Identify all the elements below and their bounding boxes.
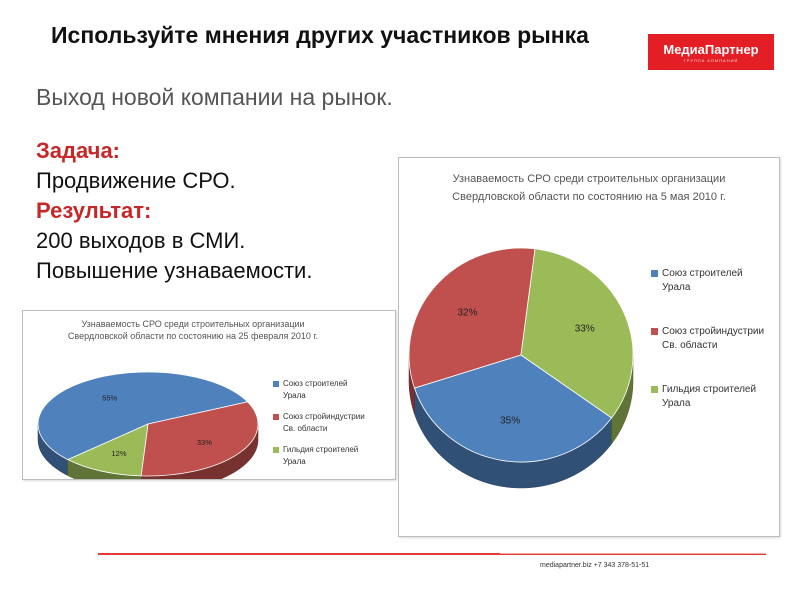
- pie-chart-february: Узнаваемость СРО среди строительных орга…: [37, 319, 365, 479]
- legend-swatch: [273, 414, 279, 420]
- pie-data-label: 35%: [500, 416, 520, 427]
- pie-chart-may: Узнаваемость СРО среди строительных орга…: [408, 173, 764, 489]
- result-line-2: Повышение узнаваемости.: [36, 258, 313, 283]
- legend-label: Союз стройиндустрии: [662, 326, 764, 337]
- chart-title-line-2: Свердловской области по состоянию на 5 м…: [452, 191, 726, 203]
- footer-divider-light: [500, 553, 766, 554]
- pie-data-label: 32%: [457, 308, 477, 319]
- legend-label: Урала: [283, 391, 306, 400]
- pie-slice: [37, 371, 249, 461]
- pie-data-label: 33%: [197, 438, 212, 447]
- page-subtitle: Выход новой компании на рынок.: [36, 84, 393, 110]
- chart-legend: Союз строителей Урала Союз стройиндустрии С…: [651, 268, 764, 409]
- legend-label: Св. области: [283, 424, 327, 433]
- result-line-1: 200 выходов в СМИ.: [36, 228, 246, 253]
- chart-may: Узнаваемость СРО среди строительных орга…: [398, 157, 780, 537]
- pie-data-label: 12%: [111, 449, 126, 458]
- legend-label: Союз строителей: [283, 379, 348, 388]
- chart-legend: Союз строителей Урала Союз стройиндустрии С…: [273, 379, 365, 466]
- legend-swatch: [273, 447, 279, 453]
- legend-swatch: [273, 381, 279, 387]
- pie-data-labels: 55% 33% 12%: [102, 393, 212, 458]
- pie-slice: [140, 401, 259, 477]
- result-label: Результат:: [36, 198, 152, 223]
- legend-label: Урала: [662, 282, 691, 293]
- footer-contact: mediapartner.biz +7 343 378-51-51: [540, 562, 650, 569]
- pie-slice: [520, 248, 634, 419]
- legend-swatch: [651, 386, 658, 393]
- page-title: Используйте мнения других участников рын…: [51, 22, 589, 48]
- chart-title-line-2: Свердловской области по состоянию на 25 …: [68, 331, 318, 341]
- task-text: Продвижение СРО.: [36, 168, 236, 193]
- legend-label: Св. области: [662, 339, 718, 351]
- pie-slice: [66, 423, 149, 477]
- legend-label: Урала: [662, 398, 691, 409]
- legend-label: Гильдия строителей: [662, 384, 756, 395]
- pie-slices: [37, 371, 259, 477]
- footer-divider: [98, 553, 766, 555]
- chart-title-line-1: Узнаваемость СРО среди строительных орга…: [453, 173, 726, 185]
- pie-data-label: 33%: [575, 324, 595, 335]
- legend-swatch: [651, 270, 658, 277]
- pie-slices: [408, 247, 634, 463]
- task-result-block: Задача: Продвижение СРО. Результат: 200 …: [36, 136, 312, 286]
- task-label: Задача:: [36, 138, 121, 163]
- pie-slice: [413, 354, 613, 463]
- chart-title-line-1: Узнаваемость СРО среди строительных орга…: [81, 319, 304, 329]
- chart-february: Узнаваемость СРО среди строительных орга…: [22, 310, 396, 480]
- logo: МедиаПартнер ГРУППА КОМПАНИЙ: [648, 34, 774, 70]
- pie-slice: [408, 247, 536, 389]
- legend-label: Союз строителей: [662, 268, 743, 279]
- legend-label: Урала: [283, 457, 306, 466]
- logo-text: МедиаПартнер: [663, 41, 759, 57]
- logo-subtext: ГРУППА КОМПАНИЙ: [683, 57, 739, 63]
- pie-data-labels: 35% 32% 33%: [457, 308, 594, 427]
- legend-label: Гильдия строителей: [283, 445, 358, 454]
- pie-data-label: 55%: [102, 393, 117, 402]
- legend-swatch: [651, 328, 658, 335]
- legend-label: Союз стройиндустрии: [283, 412, 365, 421]
